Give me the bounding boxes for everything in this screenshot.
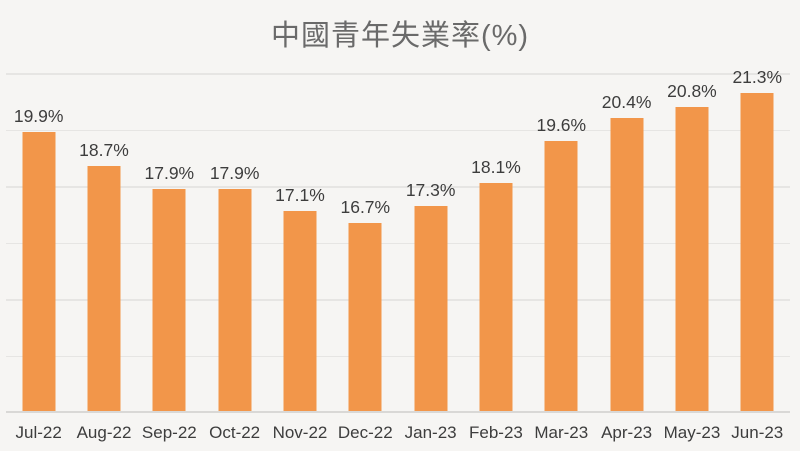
bar-column: 16.7% [333,73,398,412]
chart-title: 中國青年失業率(%) [270,20,530,52]
bar-column: 17.1% [267,73,332,412]
bar-value-label: 20.8% [667,80,717,101]
bar-value-label: 16.7% [340,196,391,217]
bar-value-label: 19.6% [536,114,587,135]
bar [740,92,774,412]
bar-column: 18.1% [463,73,528,412]
bar [87,166,121,412]
bar-value-label: 18.1% [471,157,521,178]
bar-column: 17.3% [398,73,463,412]
x-axis-label: May-23 [663,423,721,442]
bar-column: 17.9% [202,73,267,412]
bars-container: 19.9% 18.7% 17.9% 17.9% 17.1% 16.7% 17.3% 18.1%… [6,67,790,412]
x-axis-label: Mar-23 [534,423,589,442]
gridline [6,355,790,358]
bar-value-label: 17.3% [405,179,456,200]
bar-value-label: 17.9% [144,162,195,183]
x-axis-labels: Jul-22 Aug-22 Sep-22 Oct-22 Nov-22 Dec-22 Jan-… [6,419,790,447]
bar-column: 20.4% [594,73,659,412]
bar [152,188,186,412]
x-axis-label: Jul-22 [15,423,62,442]
bar-column: 17.9% [137,73,202,412]
bar [544,140,578,412]
x-axis-label: Aug-22 [76,423,132,442]
gridline [6,242,790,245]
x-axis-label: Sep-22 [141,423,197,442]
bar [283,211,317,412]
bar [675,106,709,412]
x-axis-label: Dec-22 [337,423,393,442]
bar [610,118,644,412]
x-axis-label: Oct-22 [209,423,261,442]
x-axis-line [6,411,790,413]
gridline [6,186,790,188]
bar-value-label: 20.4% [601,92,652,113]
bar-value-label: 19.9% [13,106,64,127]
plot-area: 19.9% 18.7% 17.9% 17.9% 17.1% 16.7% 17.3% 18.1%… [6,67,790,413]
bar [479,183,513,412]
bar-column: 19.6% [529,73,594,412]
bar-column: 21.3% [725,67,790,412]
bar-column: 18.7% [71,73,136,412]
gridline [6,73,790,75]
x-axis-label: Apr-23 [601,423,653,442]
x-axis-label: Jun-23 [731,423,784,442]
bar [348,222,382,412]
bar-value-label: 18.7% [79,140,129,161]
x-axis-label: Jan-23 [404,423,457,442]
gridline [6,299,790,301]
bar [218,188,252,412]
bar-value-label: 17.9% [209,162,260,183]
bar-value-label: 21.3% [732,66,783,87]
bar-column: 20.8% [659,73,724,412]
bar-column: 19.9% [6,73,71,412]
bar-value-label: 17.1% [275,185,325,206]
bar [22,132,56,412]
x-axis-label: Feb-23 [469,423,523,442]
gridline [6,129,790,132]
x-axis-label: Nov-22 [272,423,328,442]
bar [414,205,448,412]
